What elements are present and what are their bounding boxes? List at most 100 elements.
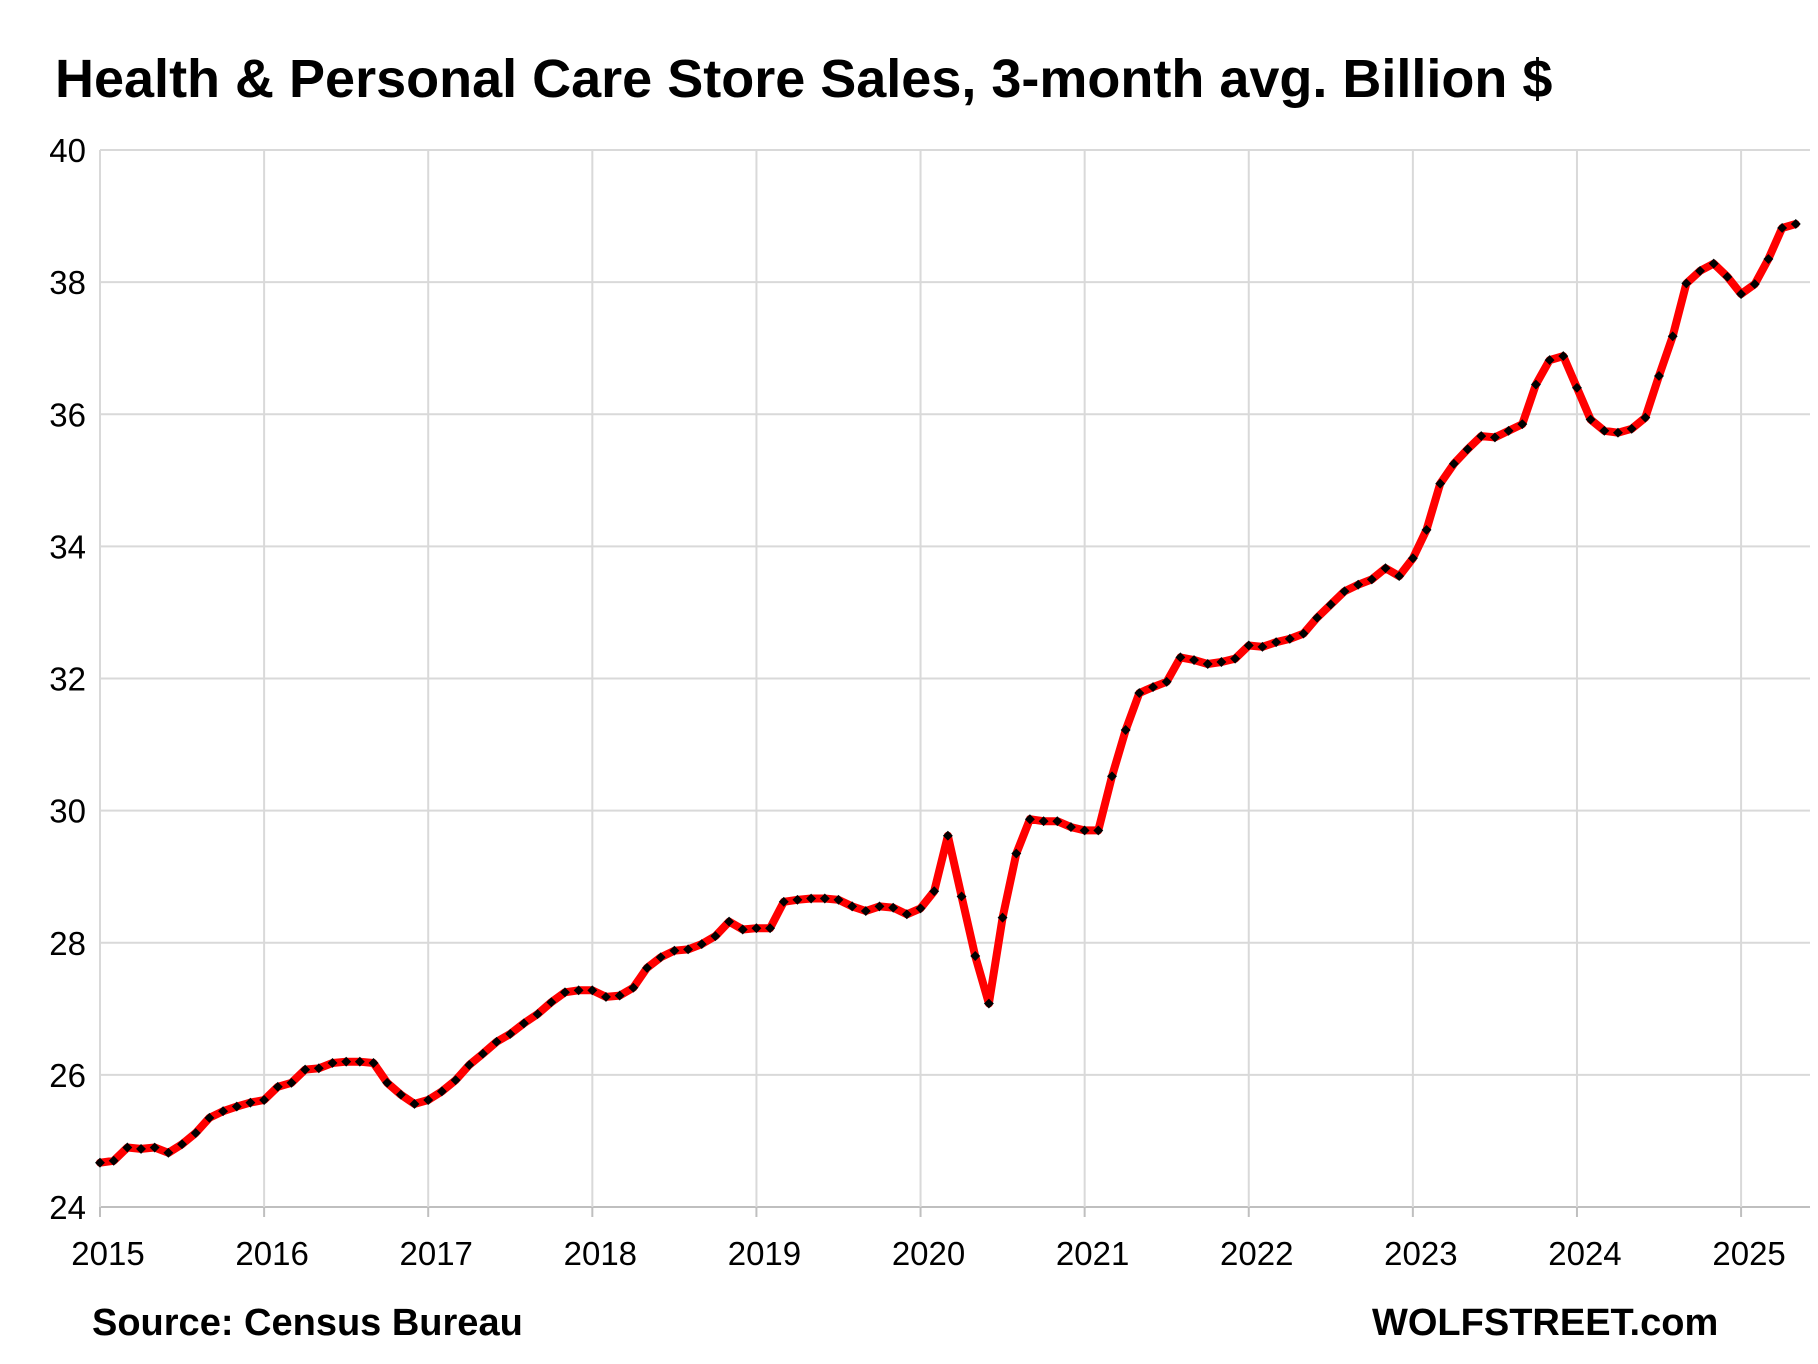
data-point bbox=[1230, 653, 1241, 664]
data-point bbox=[1654, 370, 1664, 381]
data-point bbox=[409, 1099, 420, 1109]
data-point bbox=[1462, 444, 1473, 455]
y-tick-label: 28 bbox=[49, 925, 86, 962]
x-tick-label: 2020 bbox=[892, 1235, 965, 1272]
data-point bbox=[1558, 351, 1569, 362]
data-point bbox=[505, 1028, 516, 1039]
source-note: Source: Census Bureau bbox=[92, 1302, 523, 1344]
data-point bbox=[696, 939, 707, 950]
data-point bbox=[218, 1106, 229, 1117]
data-point bbox=[1339, 586, 1350, 597]
data-point bbox=[1079, 825, 1090, 836]
data-point bbox=[819, 893, 830, 904]
data-point bbox=[1517, 419, 1528, 430]
y-tick-label: 24 bbox=[49, 1189, 86, 1226]
data-point bbox=[737, 924, 748, 935]
data-point bbox=[1503, 425, 1514, 436]
data-point bbox=[806, 893, 817, 904]
data-point bbox=[942, 830, 953, 841]
data-point bbox=[997, 912, 1008, 923]
gridlines bbox=[99, 149, 1810, 1217]
data-point bbox=[1626, 423, 1637, 434]
data-point bbox=[1667, 331, 1678, 342]
data-point bbox=[1243, 640, 1254, 651]
data-point bbox=[669, 945, 680, 956]
data-point bbox=[450, 1075, 461, 1086]
data-point bbox=[1148, 682, 1158, 693]
data-point bbox=[970, 951, 981, 961]
data-point bbox=[1257, 641, 1268, 652]
data-point bbox=[1722, 271, 1733, 282]
data-point bbox=[1052, 816, 1063, 827]
data-point bbox=[1202, 659, 1213, 669]
x-tick-label: 2024 bbox=[1548, 1235, 1621, 1272]
data-point bbox=[313, 1063, 324, 1074]
data-point bbox=[956, 891, 967, 902]
data-point bbox=[1708, 258, 1719, 269]
data-point bbox=[546, 997, 557, 1008]
x-tick-label: 2016 bbox=[235, 1235, 308, 1272]
data-point bbox=[1777, 223, 1788, 233]
data-point bbox=[929, 886, 940, 897]
tick-labels: 24 26 28 30 32 34 36 38 40 2015 2016 2017 2018 2019 20… bbox=[49, 132, 1786, 1272]
data-point bbox=[368, 1058, 379, 1068]
data-point bbox=[1530, 379, 1541, 390]
data-point bbox=[1763, 254, 1774, 264]
data-point bbox=[518, 1018, 529, 1029]
data-point bbox=[573, 985, 584, 996]
y-tick-label: 34 bbox=[49, 528, 86, 565]
data-point bbox=[1489, 432, 1500, 443]
x-tick-label: 2019 bbox=[728, 1235, 801, 1272]
data-point bbox=[860, 906, 871, 917]
data-point bbox=[1407, 553, 1418, 564]
data-point bbox=[915, 903, 926, 914]
x-tick-label: 2025 bbox=[1712, 1235, 1785, 1272]
data-point bbox=[1175, 652, 1186, 663]
data-point bbox=[833, 894, 844, 905]
data-point bbox=[778, 896, 789, 907]
x-tick-label: 2015 bbox=[71, 1235, 144, 1272]
data-point bbox=[751, 923, 762, 934]
data-point bbox=[710, 931, 721, 942]
data-point bbox=[983, 998, 994, 1009]
data-point bbox=[122, 1142, 133, 1153]
series-line bbox=[96, 220, 1800, 1167]
data-point bbox=[1736, 289, 1747, 299]
data-point bbox=[464, 1060, 475, 1070]
data-point bbox=[286, 1077, 297, 1088]
x-tick-label: 2017 bbox=[400, 1235, 473, 1272]
data-point bbox=[1572, 382, 1582, 393]
data-point bbox=[382, 1077, 393, 1088]
data-point bbox=[190, 1128, 201, 1138]
data-point bbox=[1585, 414, 1596, 425]
data-point bbox=[1353, 579, 1364, 590]
data-point bbox=[874, 901, 885, 912]
x-tick-label: 2021 bbox=[1056, 1235, 1129, 1272]
data-point bbox=[1107, 771, 1117, 782]
data-point bbox=[601, 991, 611, 1002]
data-point bbox=[259, 1095, 270, 1105]
data-point bbox=[395, 1089, 406, 1100]
data-point bbox=[628, 982, 639, 993]
data-point bbox=[683, 944, 694, 955]
data-point bbox=[847, 901, 858, 912]
data-point bbox=[1749, 279, 1760, 290]
chart-title: Health & Personal Care Store Sales, 3-mo… bbox=[55, 49, 1553, 109]
data-point bbox=[1161, 676, 1172, 687]
x-tick-label: 2022 bbox=[1220, 1235, 1293, 1272]
data-point bbox=[1134, 688, 1145, 699]
data-point bbox=[108, 1155, 119, 1166]
y-tick-label: 36 bbox=[49, 396, 86, 433]
brand-watermark: WOLFSTREET.com bbox=[1372, 1302, 1719, 1344]
x-tick-label: 2023 bbox=[1384, 1235, 1457, 1272]
y-tick-label: 30 bbox=[49, 793, 86, 830]
data-point bbox=[1120, 725, 1131, 735]
data-point bbox=[477, 1048, 488, 1059]
data-point bbox=[1421, 524, 1432, 535]
data-point bbox=[1366, 574, 1377, 585]
data-point bbox=[888, 902, 899, 913]
data-point bbox=[1011, 848, 1022, 859]
data-point bbox=[1271, 637, 1282, 648]
data-point bbox=[765, 923, 776, 934]
y-tick-label: 38 bbox=[49, 264, 86, 301]
